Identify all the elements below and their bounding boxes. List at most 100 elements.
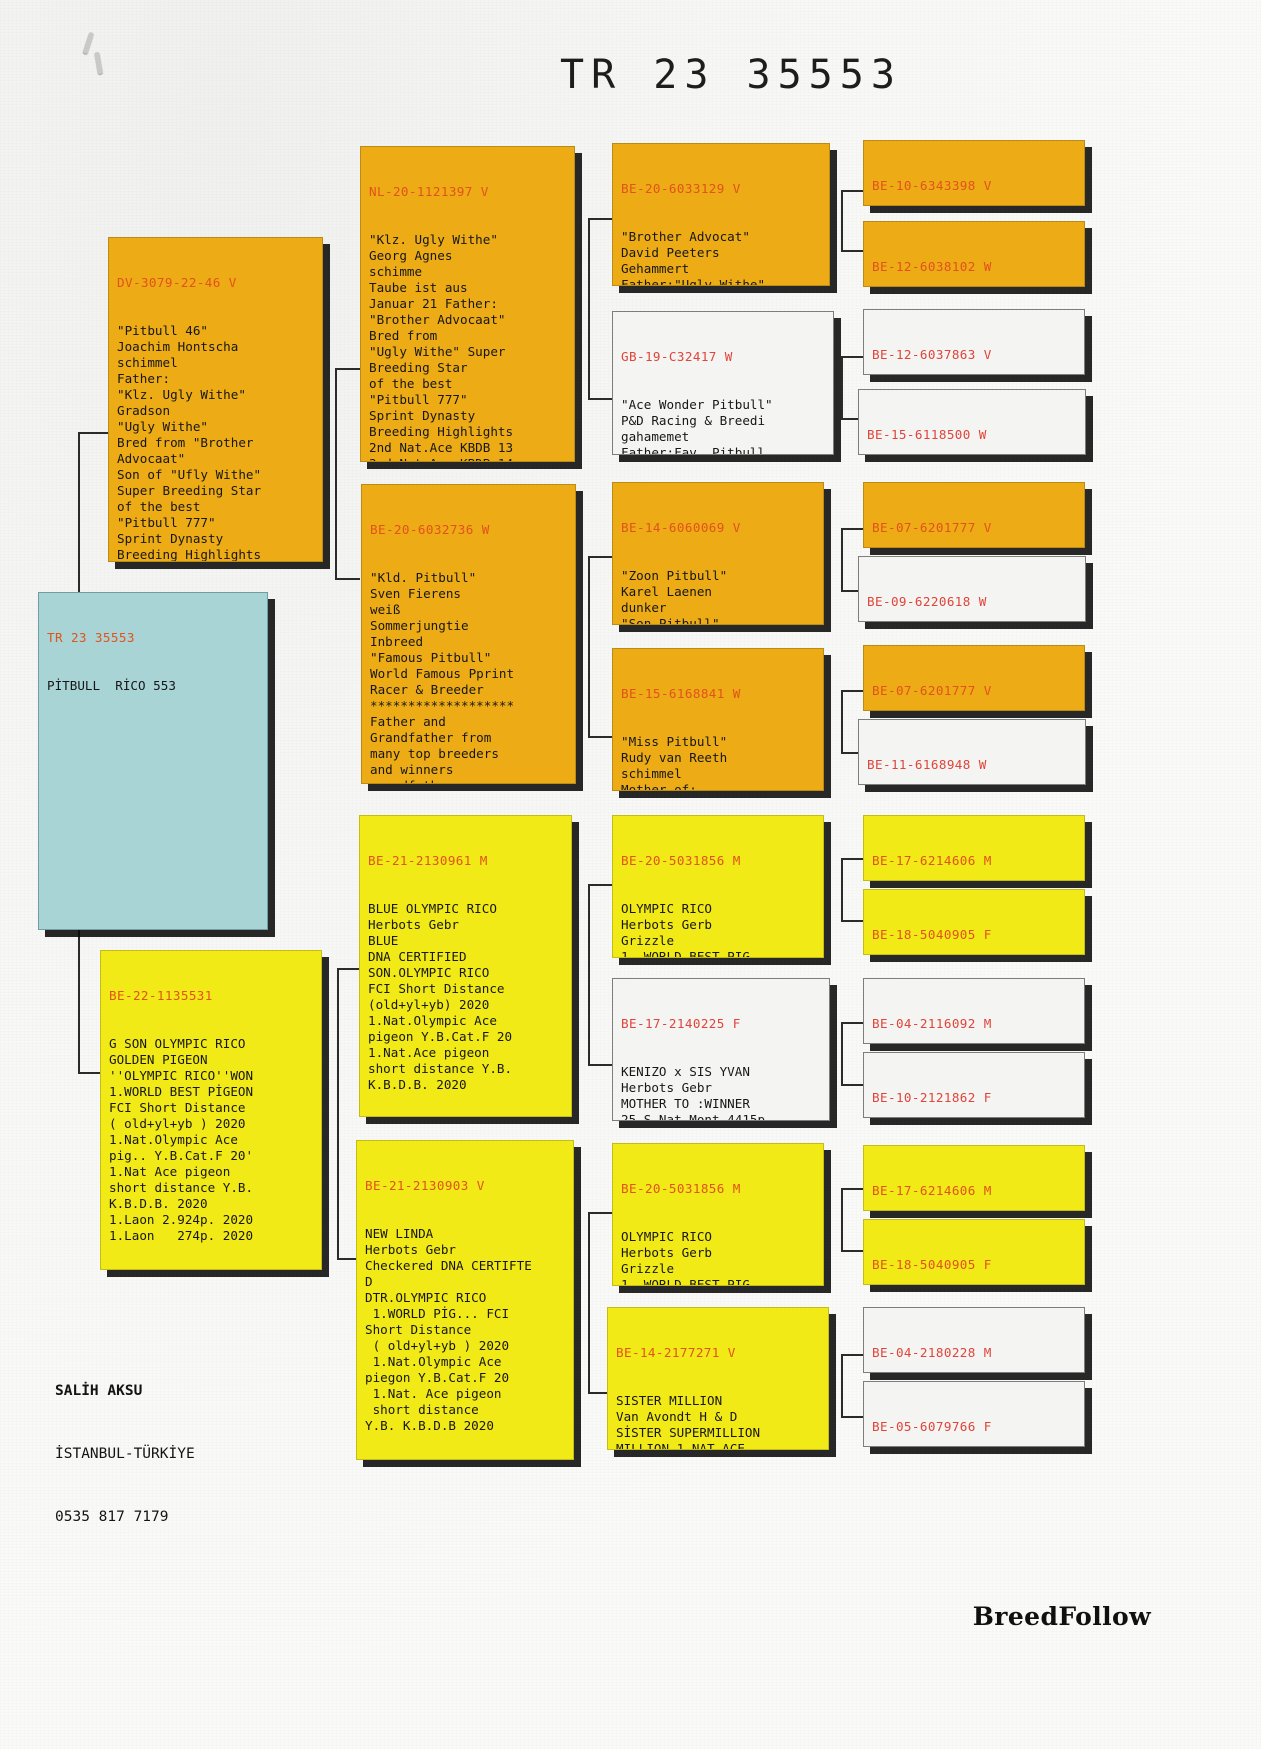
connector [78, 1072, 100, 1074]
pedigree-box-sire-gen1[interactable]: DV-3079-22-46 V "Pitbull 46" Joachim Hont… [108, 237, 323, 562]
box-line: SISTER MILLION [616, 1393, 723, 1408]
box-line: 1.Nat Ace pigeon [109, 1164, 231, 1179]
pedigree-box-gen2-b[interactable]: BE-20-6032736 W "Kld. Pitbull" Sven Fiere… [361, 484, 576, 784]
pedigree-box-dam-gen1[interactable]: BE-22-1135531 G SON OLYMPIC RICO GOLDEN P… [100, 950, 322, 1270]
connector [78, 432, 108, 434]
box-line: NEW LINDA [365, 1226, 434, 1241]
ring-number: BE-15-6168841 W [621, 686, 741, 701]
pedigree-box-gen4-i[interactable]: BE-17-6214606 M WHITE MAN1.WORLD BEST Pİ… [863, 815, 1085, 881]
box-line: Herbots Gerb [621, 917, 712, 932]
box-line: Grizzle [621, 933, 675, 948]
box-line: Gehammert [621, 261, 690, 276]
pedigree-box-gen2-d[interactable]: BE-21-2130903 V NEW LINDA Herbots Gebr Che… [356, 1140, 574, 1460]
connector [841, 1354, 863, 1356]
box-line: KENIZO x SIS YVAN [621, 1064, 750, 1079]
box-line: GOLDEN PIGEON [109, 1052, 208, 1067]
box-line: Bred from [369, 328, 438, 343]
pedigree-box-gen3-d[interactable]: BE-15-6168841 W "Miss Pitbull" Rudy van R… [612, 648, 824, 791]
box-line: Herbots Gebr [621, 1080, 712, 1095]
breedfollow-logo: BreedFollow [972, 1602, 1151, 1631]
pedigree-box-subject[interactable]: TR 23 35553 PİTBULL RİCO 553 [38, 592, 268, 930]
box-line: Father:Fav. Pitbull [621, 445, 766, 455]
ring-number: BE-20-5031856 M [621, 853, 741, 868]
box-line: Father: [117, 371, 171, 386]
box-line: DNA CERTIFIED [368, 949, 467, 964]
pedigree-box-gen4-e[interactable]: BE-07-6201777 V FAMOUS PIRTBULLLaenen Ka… [863, 482, 1085, 548]
pedigree-box-gen2-a[interactable]: NL-20-1121397 V "Klz. Ugly Withe" Georg A… [360, 146, 575, 462]
connector [841, 920, 863, 922]
box-body: SISTER MILLION Van Avondt H & D SİSTER SUP… [616, 1393, 821, 1449]
pedigree-box-gen3-g[interactable]: BE-20-5031856 M OLYMPIC RICO Herbots Gerb… [612, 1143, 824, 1286]
ring-number: BE-22-1135531 [109, 988, 213, 1003]
box-line: "Zoon Pitbull" [621, 568, 728, 583]
pedigree-box-gen3-f[interactable]: BE-17-2140225 F KENIZO x SIS YVAN Herbots… [612, 978, 830, 1121]
box-line: gahamemet [621, 429, 690, 444]
ring-number: BE-14-2177271 V [616, 1345, 736, 1360]
box-line: ( old+yl+yb ) 2020 [109, 1116, 246, 1131]
connector [841, 1354, 843, 1416]
pedigree-box-gen4-d[interactable]: BE-15-6118500 W " Miss Wroede Pitbull"Da… [858, 389, 1086, 455]
owner-location: İSTANBUL-TÜRKİYE [55, 1446, 195, 1462]
pedigree-box-gen4-g[interactable]: BE-07-6201777 V FAMOUS PIRTBULLLaenen Ka… [863, 645, 1085, 711]
pigeon-name: PİTBULL RİCO 553 [47, 678, 176, 693]
box-line: Super Breeding Star [117, 483, 262, 498]
box-line: 1.Laon 274p. 2020 [109, 1228, 254, 1243]
ring-number: BE-04-2116092 M [872, 1016, 992, 1031]
ring-number: GB-19-C32417 W [621, 349, 733, 364]
box-line: pig.. Y.B.Cat.F 20' [109, 1148, 254, 1163]
pedigree-box-gen4-m[interactable]: BE-17-6214606 M WHITE MAN1.WORLD BEST Pİ… [863, 1145, 1085, 1211]
box-line: Januar 21 Father: [369, 296, 498, 311]
pedigree-box-gen3-b[interactable]: GB-19-C32417 W "Ace Wonder Pitbull" P&D R… [612, 311, 834, 455]
ring-number: BE-11-6168948 W [867, 757, 987, 772]
box-line: 1. WORLD BEST PIG. [621, 1277, 758, 1286]
connector [841, 1084, 863, 1086]
connector [841, 690, 863, 692]
pedigree-box-gen4-l[interactable]: BE-10-2121862 F SISTER YVANDeno-Herbots [863, 1052, 1085, 1118]
box-line: "Klz. Ugly Withe" [369, 232, 498, 247]
box-line: 1.WORLD BEST PİGEON [109, 1084, 254, 1099]
pedigree-box-gen3-c[interactable]: BE-14-6060069 V "Zoon Pitbull" Karel Laen… [612, 482, 824, 625]
box-line: 2nd Nat.Ace KBDB 13 [369, 440, 514, 455]
box-line: Checkered DNA CERTIFTE [365, 1258, 532, 1273]
ring-number: BE-07-6201777 V [872, 683, 992, 698]
pedigree-box-gen4-c[interactable]: BE-12-6037863 V "Favorie Pitbul"Karek La… [863, 309, 1085, 375]
box-line: 1.WORLD PİG... FCI [365, 1306, 510, 1321]
pedigree-box-gen3-e[interactable]: BE-20-5031856 M OLYMPIC RICO Herbots Gerb… [612, 815, 824, 958]
box-line: OLYMPIC RICO [621, 901, 712, 916]
pedigree-box-gen4-b[interactable]: BE-12-6038102 W "Halfsister Pitbul777" [863, 221, 1085, 287]
box-line: grandfather [370, 778, 568, 783]
box-line: "Brother Advocaat" [369, 312, 506, 327]
ring-number: BE-07-6201777 V [872, 520, 992, 535]
box-line: Bred from "Brother [117, 435, 254, 450]
connector [841, 190, 843, 250]
pedigree-box-gen4-f[interactable]: BE-09-6220618 W "Wit geplakt"Karel Laene… [858, 556, 1086, 622]
pedigree-box-gen4-a[interactable]: BE-10-6343398 V Zoom Pitbull 777Grizze [863, 140, 1085, 206]
pedigree-box-gen4-j[interactable]: BE-18-5040905 F NEW NIKI1. ACE MD CLUP 2… [863, 889, 1085, 955]
pedigree-box-gen3-h[interactable]: BE-14-2177271 V SISTER MILLION Van Avondt… [607, 1307, 829, 1450]
box-line: 1.Nat.Ace pigeon [368, 1045, 490, 1060]
box-line: OLYMPIC RICO [621, 1229, 712, 1244]
pedigree-box-gen4-k[interactable]: BE-04-2116092 M KENZOHerbots Gebr [863, 978, 1085, 1044]
pedigree-box-gen2-c[interactable]: BE-21-2130961 M BLUE OLYMPIC RICO Herbots… [359, 815, 572, 1117]
pedigree-box-gen4-n[interactable]: BE-18-5040905 F NEW NIKI1. ACE MD CLUP 2… [863, 1219, 1085, 1285]
box-line: Advocaat" [117, 451, 186, 466]
connector [588, 218, 612, 220]
staple-mark-2 [94, 51, 103, 75]
ring-number: TR 23 35553 [47, 630, 135, 645]
pedigree-box-gen4-p[interactable]: BE-05-6079766 F LINDABaertsoen M & L [863, 1381, 1085, 1447]
owner-phone: 0535 817 7179 [55, 1509, 169, 1525]
pedigree-box-gen3-a[interactable]: BE-20-6033129 V "Brother Advocat" David P… [612, 143, 830, 286]
connector [588, 884, 590, 1064]
box-line: Son of "Ufly Withe" [117, 467, 262, 482]
ring-number: BE-12-6038102 W [872, 259, 992, 274]
box-line: FCI Short Distance [368, 981, 505, 996]
box-line: "Famous Pitbull" [370, 650, 492, 665]
box-line: ( old+yl+yb ) 2020 [365, 1338, 510, 1353]
box-line: 25.S Nat Mont 4415p [621, 1112, 766, 1121]
box-line: David Peeters [621, 245, 720, 260]
connector [337, 968, 361, 970]
box-line: "Ugly Withe" [117, 419, 208, 434]
box-line: Gradson [117, 403, 171, 418]
pedigree-box-gen4-h[interactable]: BE-11-6168948 W "Halfz.Bolt"Stefaan Lamb… [858, 719, 1086, 785]
